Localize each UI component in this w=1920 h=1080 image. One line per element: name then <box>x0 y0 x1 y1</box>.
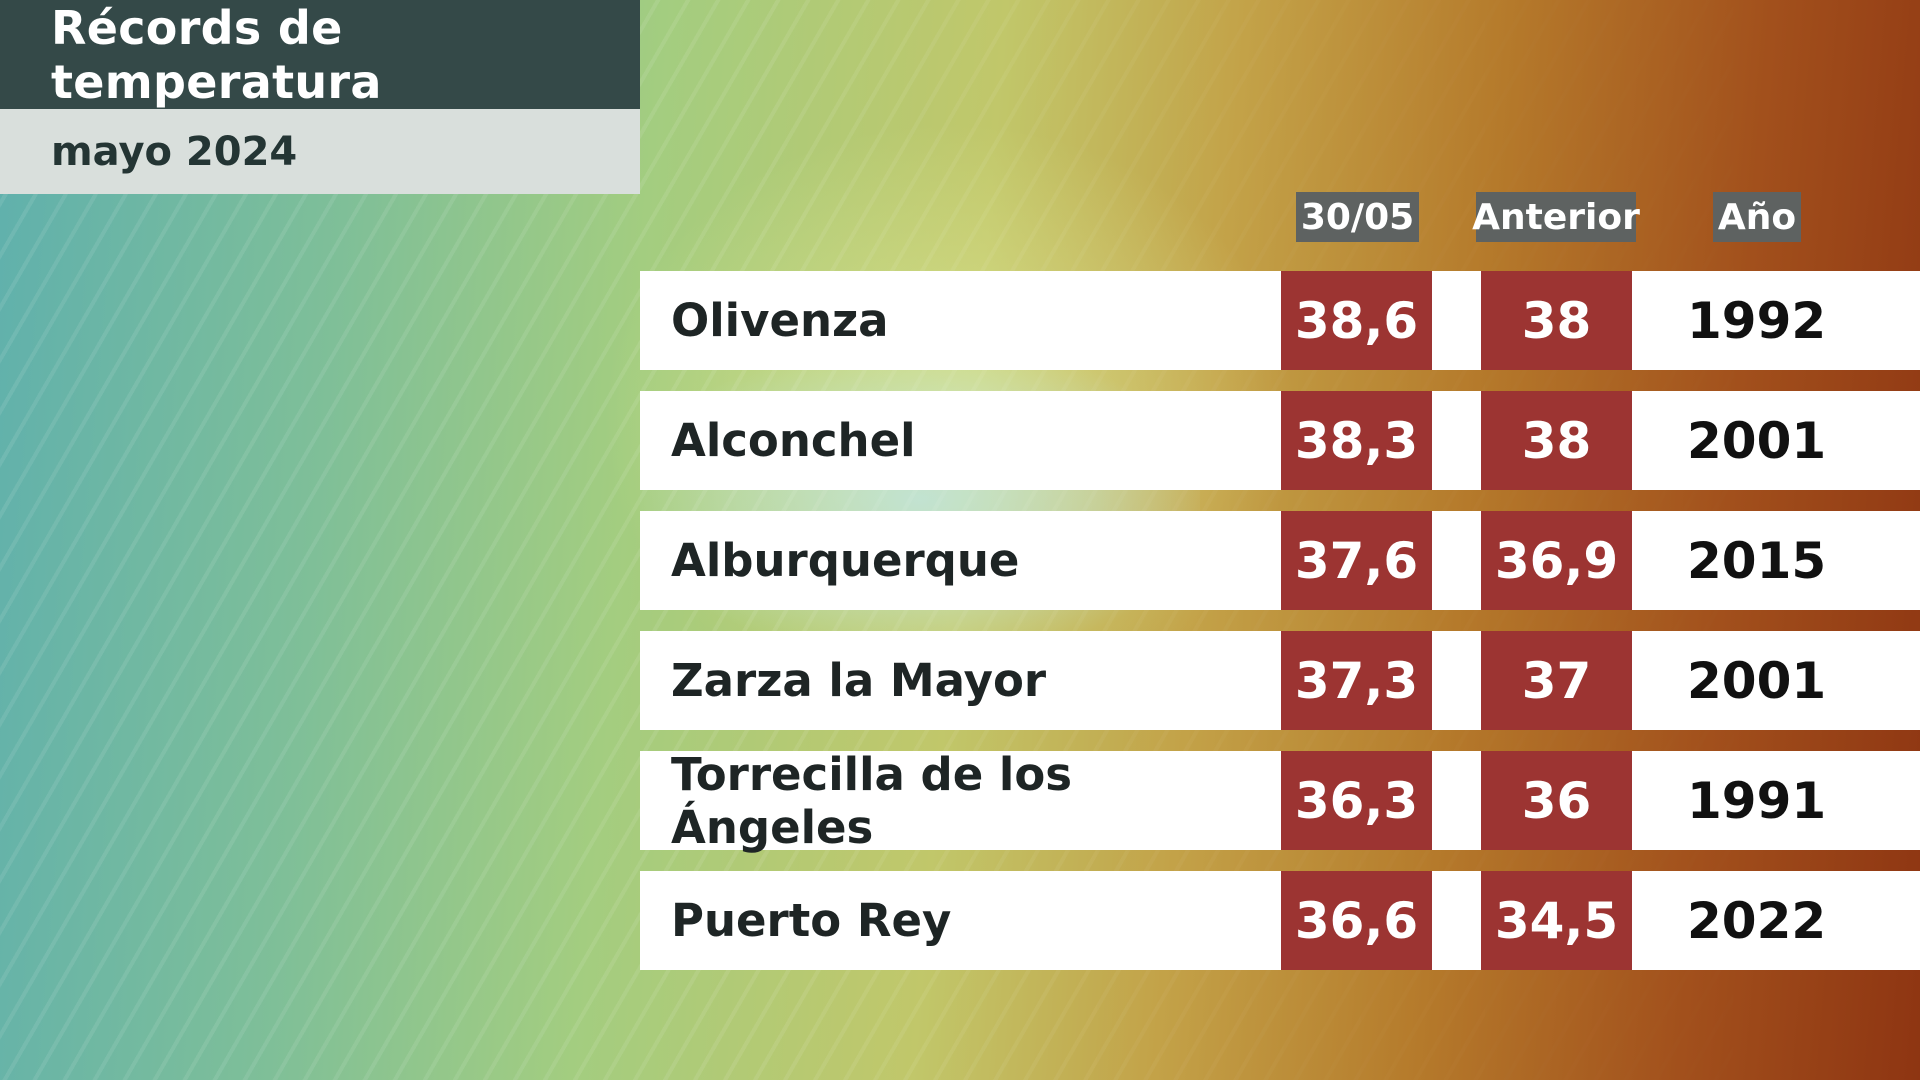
station-name: Alconchel <box>640 391 1281 490</box>
table-row: Puerto Rey 36,6 34,5 2022 <box>640 871 1920 970</box>
column-header-previous: Anterior <box>1472 192 1640 242</box>
previous-value: 36 <box>1481 751 1632 850</box>
record-year: 2001 <box>1632 631 1920 730</box>
row-spacer <box>1432 631 1481 730</box>
previous-value: 34,5 <box>1481 871 1632 970</box>
current-value: 37,6 <box>1281 511 1432 610</box>
previous-value: 37 <box>1481 631 1632 730</box>
row-spacer <box>1432 871 1481 970</box>
record-year: 1991 <box>1632 751 1920 850</box>
station-name: Alburquerque <box>640 511 1281 610</box>
page-title: Récords de temperatura <box>51 0 382 109</box>
row-spacer <box>1432 391 1481 490</box>
previous-value: 38 <box>1481 391 1632 490</box>
station-name: Torrecilla de los Ángeles <box>640 748 1281 854</box>
title-banner: Récords de temperatura <box>0 0 640 109</box>
current-value: 38,6 <box>1281 271 1432 370</box>
table-row: Zarza la Mayor 37,3 37 2001 <box>640 631 1920 730</box>
current-value: 38,3 <box>1281 391 1432 490</box>
previous-value: 38 <box>1481 271 1632 370</box>
row-spacer <box>1432 511 1481 610</box>
record-year: 2015 <box>1632 511 1920 610</box>
current-value: 36,6 <box>1281 871 1432 970</box>
table-row: Olivenza 38,6 38 1992 <box>640 271 1920 370</box>
column-header-year: Año <box>1713 192 1801 242</box>
station-name: Olivenza <box>640 271 1281 370</box>
record-year: 2022 <box>1632 871 1920 970</box>
table-row: Alconchel 38,3 38 2001 <box>640 391 1920 490</box>
row-spacer <box>1432 271 1481 370</box>
row-spacer <box>1432 751 1481 850</box>
current-value: 37,3 <box>1281 631 1432 730</box>
page-subtitle: mayo 2024 <box>51 128 298 175</box>
record-year: 1992 <box>1632 271 1920 370</box>
record-year: 2001 <box>1632 391 1920 490</box>
table-row: Torrecilla de los Ángeles 36,3 36 1991 <box>640 748 1920 854</box>
previous-value: 36,9 <box>1481 511 1632 610</box>
current-value: 36,3 <box>1281 751 1432 850</box>
table-row: Alburquerque 37,6 36,9 2015 <box>640 511 1920 610</box>
station-name: Zarza la Mayor <box>640 631 1281 730</box>
station-name: Puerto Rey <box>640 871 1281 970</box>
column-header-current: 30/05 <box>1296 192 1419 242</box>
subtitle-banner: mayo 2024 <box>0 109 640 194</box>
